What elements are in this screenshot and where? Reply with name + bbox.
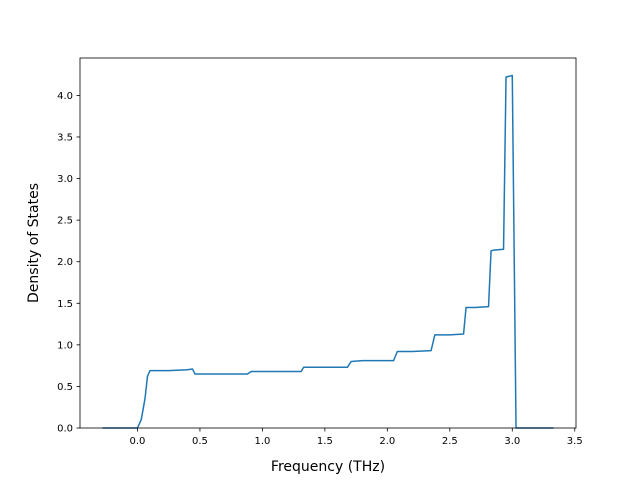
- x-tick-label: 3.5: [567, 436, 583, 447]
- y-tick-label: 2.5: [57, 216, 73, 227]
- plot-frame: [79, 57, 577, 429]
- y-tick-label: 3.0: [57, 174, 73, 185]
- x-tick-label: 1.5: [317, 436, 333, 447]
- x-axis-label: Frequency (THz): [271, 459, 385, 475]
- y-tick-label: 4.0: [57, 91, 73, 102]
- y-tick-label: 3.5: [57, 132, 73, 143]
- y-tick-label: 0.5: [57, 382, 73, 393]
- x-tick-label: 0.0: [130, 436, 146, 447]
- x-tick-label: 0.5: [192, 436, 208, 447]
- y-tick-label: 2.0: [57, 257, 73, 268]
- x-tick-label: 2.5: [442, 436, 458, 447]
- dos-series-line: [102, 74, 554, 429]
- x-tick-label: 2.0: [379, 436, 395, 447]
- y-tick-label: 0.0: [57, 424, 73, 435]
- y-tick-label: 1.0: [57, 340, 73, 351]
- x-tick-label: 1.0: [254, 436, 270, 447]
- y-axis-label: Density of States: [26, 183, 42, 303]
- x-tick-label: 3.0: [504, 436, 520, 447]
- y-tick-label: 1.5: [57, 299, 73, 310]
